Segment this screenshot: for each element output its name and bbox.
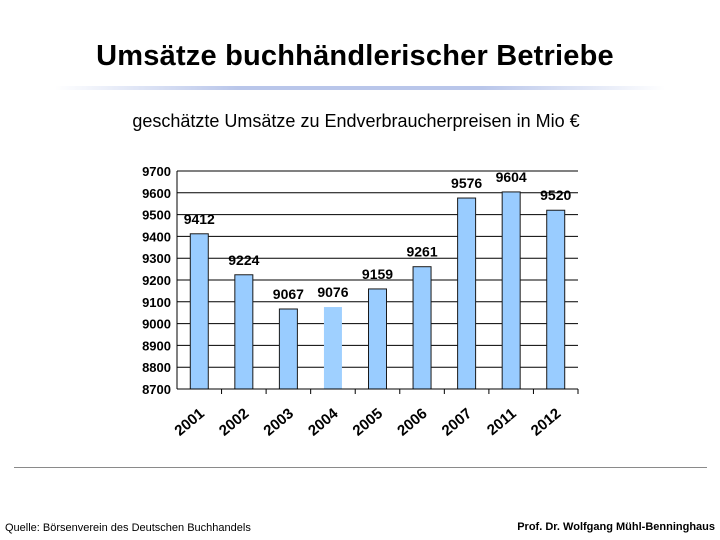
x-tick-label: 2011 [484, 405, 520, 439]
data-label: 9576 [451, 175, 482, 191]
x-tick-label: 2012 [528, 405, 564, 439]
x-tick-label: 2001 [171, 405, 207, 439]
data-label: 9520 [540, 187, 571, 203]
bar [412, 266, 432, 390]
y-tick-label: 9000 [142, 317, 171, 332]
data-label: 9224 [228, 252, 259, 268]
bar [278, 308, 298, 390]
bar [457, 197, 477, 390]
bar [368, 288, 387, 390]
y-tick-label: 9400 [142, 229, 171, 244]
data-label: 9604 [496, 169, 527, 185]
x-tick-label: 2005 [350, 405, 386, 439]
data-label: 9067 [273, 286, 304, 302]
y-tick-label: 8800 [142, 360, 171, 375]
bar [546, 209, 566, 390]
bar-chart: 9700 9600 9500 9400 9300 9200 9100 9000 8900 8800… [142, 164, 579, 440]
y-tick-label: 9100 [142, 295, 171, 310]
bar [189, 233, 209, 390]
y-tick-label: 8900 [142, 338, 171, 353]
y-tick-label: 8700 [142, 382, 171, 397]
y-tick-label: 9200 [142, 273, 171, 288]
y-tick-label: 9500 [142, 208, 171, 223]
x-tick-label: 2003 [260, 405, 296, 439]
x-tick-label: 2004 [305, 405, 342, 440]
data-label: 9412 [184, 211, 215, 227]
source-note: Quelle: Börsenverein des Deutschen Buchh… [5, 522, 251, 534]
data-label: 9261 [406, 244, 437, 260]
bar [234, 274, 254, 390]
chart-subtitle: geschätzte Umsätze zu Endverbraucherprei… [132, 111, 580, 131]
x-tick-label: 2006 [394, 405, 430, 439]
slide-title: Umsätze buchhändlerischer Betriebe [96, 40, 614, 72]
data-label: 9076 [317, 284, 348, 300]
y-tick-label: 9300 [142, 251, 171, 266]
footer-divider [14, 467, 707, 468]
bar [323, 307, 342, 389]
x-tick-label: 2002 [216, 405, 252, 439]
data-label: 9159 [362, 266, 393, 282]
author-credit: Prof. Dr. Wolfgang Mühl-Benninghaus [517, 521, 715, 533]
y-tick-label: 9700 [142, 164, 171, 179]
title-underline [55, 86, 665, 90]
bar [501, 191, 521, 390]
x-tick-label: 2007 [439, 405, 475, 439]
y-tick-label: 9600 [142, 186, 171, 201]
